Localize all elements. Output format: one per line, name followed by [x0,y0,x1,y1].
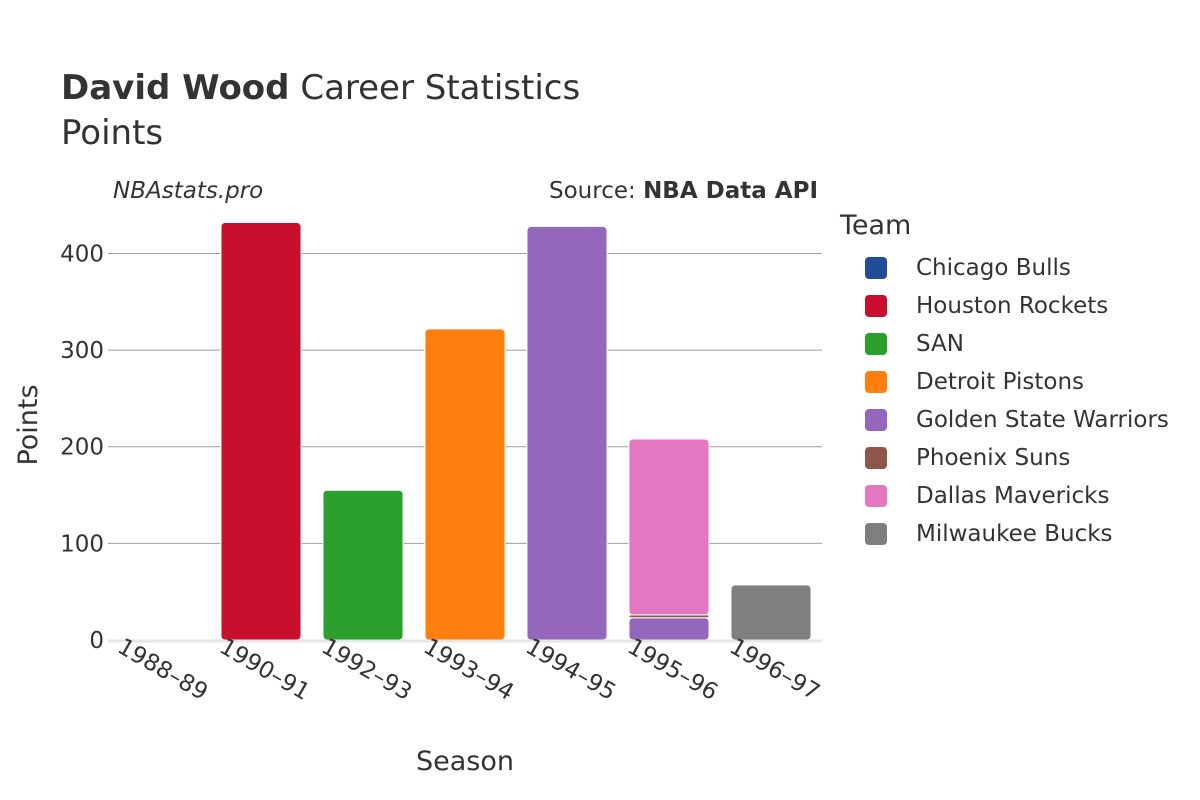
legend-label: Dallas Mavericks [916,483,1110,509]
legend-item[interactable]: Houston Rockets [840,287,1169,325]
x-tick-label: 1995–96 [623,634,722,706]
legend-item[interactable]: Phoenix Suns [840,439,1169,477]
x-tick-label: 1988–89 [113,634,212,706]
y-tick-label: 200 [60,435,104,461]
bar-segment [628,438,710,616]
legend-swatch [865,371,887,393]
bar-segment [424,328,506,641]
legend-item[interactable]: Detroit Pistons [840,363,1169,401]
legend-item[interactable]: SAN [840,325,1169,363]
y-tick-label: 300 [60,338,104,364]
x-tick-label: 1996–97 [725,634,824,706]
legend-item[interactable]: Golden State Warriors [840,401,1169,439]
legend-items: Chicago Bulls Houston Rockets SAN Detroit P… [840,249,1169,553]
bar-segment [730,584,812,641]
legend-label: Golden State Warriors [916,407,1169,433]
y-axis-title: Points [13,384,44,465]
legend-label: SAN [916,331,964,357]
legend-swatch [865,295,887,317]
chart-title: David Wood Career Statistics [61,68,580,108]
legend-title: Team [840,210,912,241]
y-tick-label: 0 [89,628,104,654]
legend-item[interactable]: Milwaukee Bucks [840,515,1169,553]
y-tick-label: 400 [60,241,104,267]
bar-segment [526,225,608,641]
legend-swatch [865,257,887,279]
x-tick-label: 1993–94 [419,634,518,706]
x-tick-label: 1994–95 [521,634,620,706]
legend-item[interactable]: Chicago Bulls [840,249,1169,287]
x-tick-label: 1990–91 [215,634,314,706]
legend-label: Chicago Bulls [916,255,1071,281]
x-axis-title: Season [416,746,514,777]
watermark: NBAstats.pro [113,178,264,204]
title-suffix: Career Statistics [300,68,581,108]
legend: Team Chicago Bulls Houston Rockets SAN Detr… [840,210,1169,553]
bar-segment [322,489,404,641]
x-tick-label: 1992–93 [317,634,416,706]
bars [220,222,812,641]
player-name: David Wood [61,68,290,108]
legend-item[interactable]: Dallas Mavericks [840,477,1169,515]
bar-segment [220,222,302,641]
legend-swatch [865,409,887,431]
legend-label: Houston Rockets [916,293,1109,319]
legend-label: Phoenix Suns [916,445,1071,471]
legend-swatch [865,447,887,469]
source-credit: Source: NBA Data API [549,178,818,204]
legend-swatch [865,333,887,355]
legend-swatch [865,485,887,507]
source-name: NBA Data API [643,178,818,204]
legend-label: Detroit Pistons [916,369,1085,395]
y-tick-label: 100 [60,531,104,557]
legend-label: Milwaukee Bucks [916,521,1113,547]
legend-swatch [865,523,887,545]
source-prefix: Source: [549,178,636,204]
chart-subtitle: Points [61,113,164,153]
